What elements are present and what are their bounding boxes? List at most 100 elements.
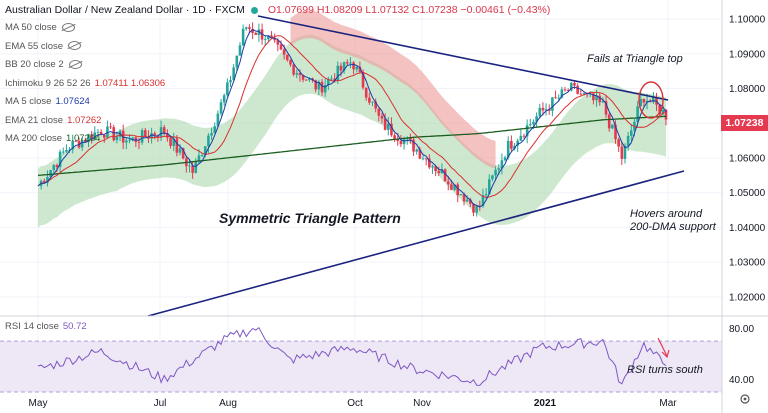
candle-body bbox=[469, 199, 472, 204]
rejection-circle-marker[interactable] bbox=[638, 81, 664, 119]
candle-body bbox=[664, 109, 668, 120]
candle-body bbox=[446, 181, 450, 185]
price-axis: 1.100001.090001.080001.070001.060001.050… bbox=[729, 15, 766, 304]
candle-body bbox=[222, 95, 226, 103]
ma200-line bbox=[37, 115, 667, 177]
legend-ma-5-close[interactable]: MA 5 close 1.07624 bbox=[5, 96, 90, 107]
legend-label: EMA 21 close bbox=[5, 114, 64, 126]
candle-body bbox=[601, 101, 605, 103]
candle-body bbox=[207, 135, 210, 147]
candle-body bbox=[131, 137, 134, 140]
time-tick-label: Jul bbox=[154, 398, 167, 409]
candle-body bbox=[162, 127, 166, 134]
rsi-legend-label[interactable]: RSI 14 close bbox=[5, 321, 59, 332]
candle-body bbox=[153, 133, 157, 136]
annotation-support-line1: Hovers around bbox=[630, 208, 703, 220]
legend-ma-200-close[interactable]: MA 200 close 1.07204 bbox=[5, 133, 100, 144]
rsi-tick-label: 80.00 bbox=[729, 324, 754, 335]
candle-body bbox=[238, 45, 242, 56]
visibility-off-icon[interactable] bbox=[61, 22, 75, 32]
candle-body bbox=[380, 115, 384, 119]
settings-gear-icon[interactable] bbox=[740, 394, 750, 404]
candle-body bbox=[355, 66, 359, 70]
price-grid bbox=[0, 0, 722, 392]
candle-body bbox=[96, 131, 100, 133]
candle-body bbox=[232, 67, 235, 81]
legend-value: 1.07262 bbox=[67, 114, 102, 126]
candle-body bbox=[595, 95, 598, 101]
candle-body bbox=[538, 107, 542, 117]
candle-body bbox=[535, 116, 538, 122]
triangle-upper-trendline[interactable] bbox=[257, 15, 669, 101]
triangle-lower-trendline[interactable] bbox=[147, 170, 685, 317]
candle-body bbox=[172, 138, 175, 146]
candle-body bbox=[143, 130, 147, 137]
candle-body bbox=[503, 157, 507, 161]
candle-body bbox=[636, 106, 639, 122]
symbol-title[interactable]: Australian Dollar / New Zealand Dollar ·… bbox=[5, 4, 245, 16]
legend-value: 1.07411 1.06306 bbox=[94, 77, 166, 89]
candle-body bbox=[377, 108, 381, 116]
price-tick-label: 1.03000 bbox=[729, 258, 766, 269]
rsi-tick-label: 40.00 bbox=[729, 375, 754, 386]
price-tick-label: 1.05000 bbox=[729, 188, 766, 199]
candle-body bbox=[614, 124, 617, 140]
legend-label: MA 200 close bbox=[5, 133, 63, 144]
candle-body bbox=[248, 27, 251, 29]
legend-label: MA 50 close bbox=[5, 22, 57, 33]
legend-bb-20-close-2[interactable]: BB 20 close 2 bbox=[5, 59, 82, 70]
ema21-line bbox=[37, 35, 667, 198]
candle-body bbox=[188, 165, 191, 167]
candle-body bbox=[279, 44, 283, 50]
candle-body bbox=[342, 62, 346, 71]
legend-ema-55-close[interactable]: EMA 55 close bbox=[5, 41, 82, 52]
candle-body bbox=[532, 121, 535, 125]
candle-body bbox=[544, 109, 548, 111]
candle-body bbox=[304, 79, 308, 81]
candle-body bbox=[298, 72, 302, 76]
candle-body bbox=[352, 62, 355, 70]
price-tick-label: 1.06000 bbox=[729, 154, 766, 165]
candle-body bbox=[99, 131, 103, 135]
candle-body bbox=[399, 141, 403, 145]
visibility-off-icon[interactable] bbox=[68, 59, 82, 69]
ichimoku-cloud-bullish bbox=[38, 34, 666, 228]
candle-body bbox=[500, 160, 504, 169]
candle-body bbox=[513, 145, 516, 149]
market-status-icon bbox=[250, 6, 258, 14]
rsi-south-arrow[interactable] bbox=[657, 337, 668, 357]
candle-body bbox=[90, 134, 93, 140]
current-price-label: 1.07238 bbox=[721, 115, 768, 131]
legend-value: 1.07204 bbox=[66, 133, 101, 144]
candle-body bbox=[481, 195, 485, 207]
candle-body bbox=[579, 93, 583, 95]
candle-body bbox=[216, 113, 220, 127]
candle-body bbox=[203, 146, 207, 156]
annotation-pattern: Symmetric Triangle Pattern bbox=[219, 210, 401, 226]
candle-body bbox=[65, 150, 68, 152]
candle-body bbox=[456, 184, 460, 196]
legend-ichimoku-9-26-52-26[interactable]: Ichimoku 9 26 52 26 1.07411 1.06306 bbox=[5, 78, 165, 89]
candle-body bbox=[386, 123, 390, 130]
candle-body bbox=[450, 184, 453, 190]
legend-ma-50-close[interactable]: MA 50 close bbox=[5, 22, 75, 33]
candle-body bbox=[80, 139, 84, 148]
candle-body bbox=[573, 82, 576, 86]
visibility-off-icon[interactable] bbox=[68, 41, 82, 51]
candle-body bbox=[194, 161, 198, 173]
candle-body bbox=[510, 140, 513, 149]
legend-ema-21-close[interactable]: EMA 21 close 1.07262 bbox=[5, 115, 101, 126]
time-tick-label: Nov bbox=[413, 398, 431, 409]
candle-body bbox=[191, 165, 194, 173]
candle-body bbox=[61, 151, 65, 153]
rsi-legend-value: 50.72 bbox=[62, 321, 87, 332]
candle-body bbox=[276, 40, 280, 45]
candle-body bbox=[254, 32, 258, 35]
candle-body bbox=[620, 146, 624, 159]
candle-body bbox=[475, 205, 478, 213]
candle-body bbox=[361, 72, 365, 88]
legend-label: BB 20 close 2 bbox=[5, 59, 64, 70]
rsi-overbought-oversold-band bbox=[0, 341, 722, 392]
candle-body bbox=[368, 97, 371, 103]
candle-body bbox=[251, 28, 254, 33]
